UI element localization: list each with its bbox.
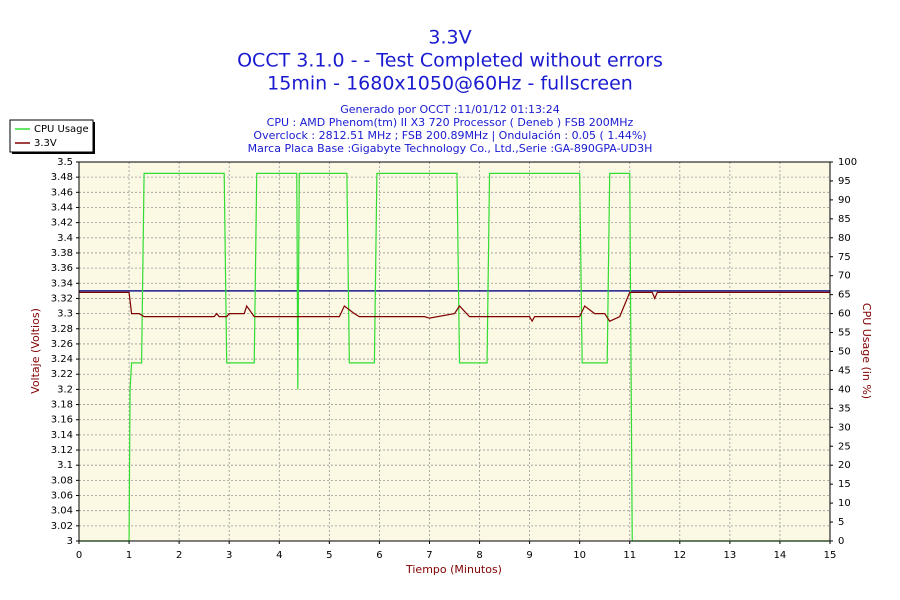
y2-tick-label: 10	[838, 498, 851, 509]
x-tick-label: 3	[226, 550, 232, 561]
x-tick-label: 8	[476, 550, 482, 561]
x-tick-label: 5	[326, 550, 332, 561]
y-tick-label: 3.32	[51, 293, 73, 304]
x-tick-label: 4	[276, 550, 282, 561]
y2-tick-label: 95	[838, 176, 851, 187]
y2-tick-label: 100	[838, 157, 857, 168]
y-tick-label: 3.3	[57, 309, 73, 320]
y2-tick-label: 0	[838, 536, 844, 547]
subtitle-line: Generado por OCCT :11/01/12 01:13:24	[340, 103, 559, 116]
x-tick-label: 10	[573, 550, 586, 561]
x-tick-label: 14	[774, 550, 787, 561]
x-tick-label: 13	[723, 550, 736, 561]
x-tick-label: 0	[76, 550, 82, 561]
x-tick-label: 11	[623, 550, 636, 561]
y2-tick-label: 5	[838, 517, 844, 528]
y2-tick-label: 15	[838, 479, 851, 490]
x-tick-label: 1	[126, 550, 132, 561]
y-tick-label: 3.08	[51, 475, 73, 486]
y2-tick-label: 75	[838, 252, 851, 263]
x-tick-label: 6	[376, 550, 382, 561]
plot-area	[78, 161, 831, 542]
y2-tick-label: 55	[838, 328, 851, 339]
y-tick-label: 3.12	[51, 445, 73, 456]
y-tick-label: 3.04	[51, 506, 73, 517]
plot-border	[78, 161, 831, 542]
x-tick-label: 12	[673, 550, 686, 561]
y2-tick-label: 25	[838, 441, 851, 452]
y2-axis-label: CPU Usage (in %)	[860, 303, 873, 399]
y2-tick-label: 90	[838, 195, 851, 206]
y-tick-label: 3.36	[51, 263, 73, 274]
y-tick-label: 3.16	[51, 415, 73, 426]
y-tick-label: 3.24	[51, 354, 73, 365]
y-tick-label: 3.48	[51, 172, 73, 183]
y-tick-label: 3.44	[51, 202, 73, 213]
y-tick-label: 3.4	[57, 233, 73, 244]
series-line	[79, 291, 830, 323]
y2-tick-label: 85	[838, 214, 851, 225]
y2-tick-label: 70	[838, 271, 851, 282]
y-tick-label: 3.1	[57, 460, 73, 471]
x-tick-label: 15	[824, 550, 837, 561]
y-tick-label: 3.18	[51, 400, 73, 411]
x-tick-label: 2	[176, 550, 182, 561]
x-axis-label: Tiempo (Minutos)	[405, 563, 502, 576]
chart-title: 3.3V	[428, 27, 471, 49]
y-tick-label: 3	[67, 536, 73, 547]
legend-label: 3.3V	[34, 138, 57, 149]
y2-tick-label: 60	[838, 309, 851, 320]
y2-tick-label: 80	[838, 233, 851, 244]
title-line: 15min - 1680x1050@60Hz - fullscreen	[267, 73, 633, 95]
y-tick-label: 3.22	[51, 369, 73, 380]
y2-tick-label: 40	[838, 384, 851, 395]
y2-tick-label: 50	[838, 347, 851, 358]
y2-tick-label: 20	[838, 460, 851, 471]
y2-tick-label: 45	[838, 365, 851, 376]
y2-tick-label: 35	[838, 403, 851, 414]
subtitle-line: Marca Placa Base :Gigabyte Technology Co…	[248, 142, 653, 155]
y-tick-label: 3.5	[57, 157, 73, 168]
y-tick-label: 3.14	[51, 430, 73, 441]
y-tick-label: 3.26	[51, 339, 73, 350]
y-axis-label: Voltaje (Voltios)	[29, 308, 42, 394]
legend-box	[9, 119, 94, 153]
y-tick-label: 3.46	[51, 187, 73, 198]
y-tick-label: 3.06	[51, 491, 73, 502]
subtitle-line: Overclock : 2812.51 MHz ; FSB 200.89MHz …	[253, 129, 646, 142]
x-tick-label: 7	[426, 550, 432, 561]
subtitle-line: CPU : AMD Phenom(tm) II X3 720 Processor…	[267, 116, 634, 129]
y2-tick-label: 30	[838, 422, 851, 433]
x-tick-label: 9	[526, 550, 532, 561]
legend-label: CPU Usage	[34, 124, 89, 135]
y-tick-label: 3.34	[51, 278, 73, 289]
y2-tick-label: 65	[838, 290, 851, 301]
y-tick-label: 3.02	[51, 521, 73, 532]
y-tick-label: 3.38	[51, 248, 73, 259]
y-tick-label: 3.2	[57, 384, 73, 395]
series-line	[79, 172, 830, 542]
title-line: OCCT 3.1.0 - - Test Completed without er…	[237, 50, 663, 72]
y-tick-label: 3.28	[51, 324, 73, 335]
y-tick-label: 3.42	[51, 218, 73, 229]
